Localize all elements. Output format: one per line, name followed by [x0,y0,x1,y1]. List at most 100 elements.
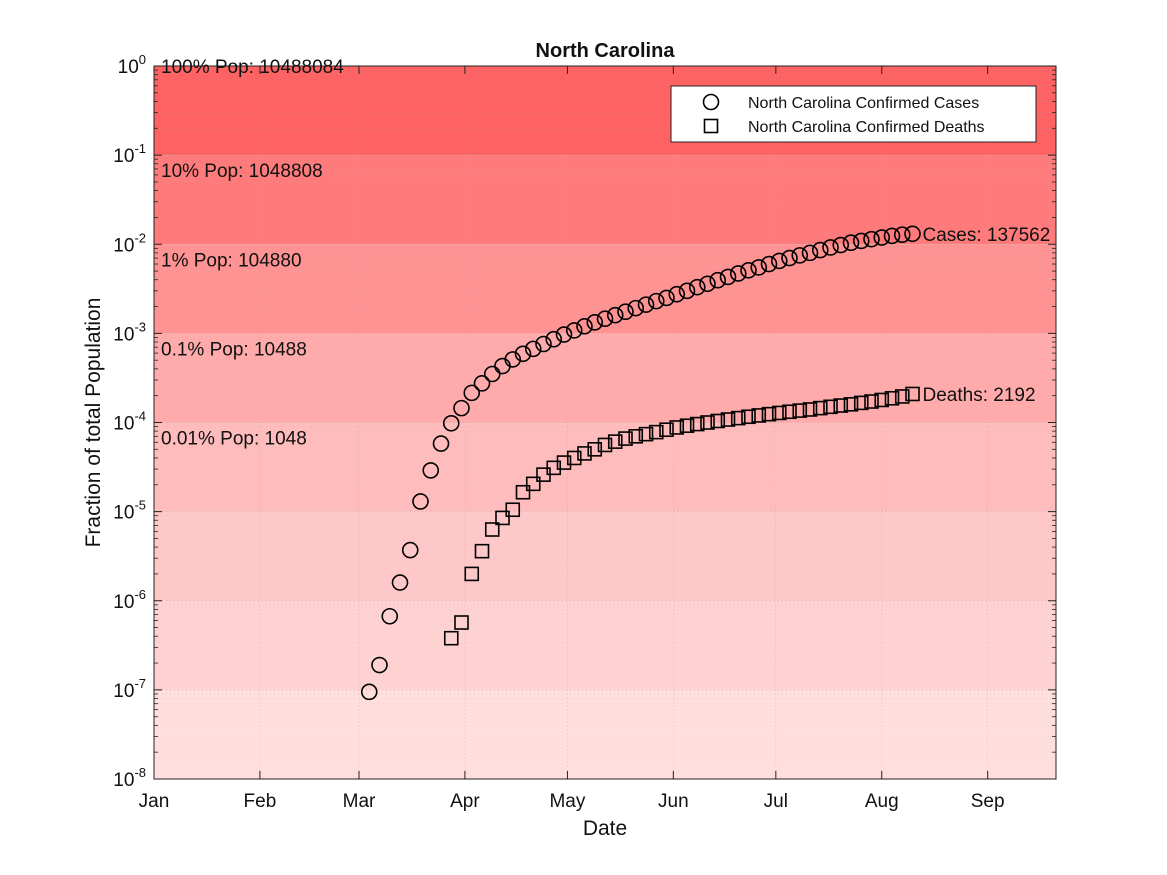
death-marker [628,429,644,444]
death-marker [546,460,562,476]
case-marker [391,574,409,591]
y-tick-label: 100 [118,52,146,78]
death-marker [464,566,480,582]
legend-box [670,85,1037,143]
death-marker [833,398,849,413]
death-marker [741,409,756,425]
case-marker [863,230,880,248]
death-marker [843,397,859,412]
case-marker [832,236,850,254]
case-marker [442,414,460,432]
legend-entry-deaths: North Carolina Confirmed Deaths [748,119,985,136]
series-markers [360,225,921,701]
y-axis-label: Fraction of total Population [82,298,105,548]
y-tick-label: 10-7 [113,676,146,702]
case-marker [617,303,634,321]
x-tick-label: Aug [865,791,899,812]
y-tick-label: 10-1 [113,141,146,167]
band-label: 1% Pop: 104880 [161,250,302,271]
case-marker [627,299,645,317]
death-marker [454,615,469,630]
death-marker [761,406,777,422]
case-marker [740,262,757,279]
case-marker [555,326,573,343]
legend: North Carolina Confirmed Cases North Car… [670,85,1037,143]
death-marker [556,455,572,470]
death-marker [577,446,592,461]
x-tick-label: Mar [343,791,376,812]
case-marker [504,351,522,368]
case-marker [535,335,552,353]
y-tick-label: 10-5 [113,498,146,524]
death-marker [474,543,490,559]
case-marker [699,275,716,293]
case-marker [545,330,563,348]
death-marker [751,408,767,423]
death-marker [587,442,603,457]
case-marker [852,232,870,250]
case-marker [811,241,829,259]
death-marker [597,437,613,453]
y-tick-label: 10-4 [113,409,146,435]
case-marker [586,314,604,331]
case-marker [709,271,727,289]
case-marker [422,462,440,479]
case-marker [637,296,655,313]
case-marker [770,252,788,270]
death-marker [566,450,582,466]
axis-ticks: Jan Feb Mar Apr May Jun Jul Aug Sep 10-8 10-7 10-6 1… [113,52,1056,812]
band-labels: 100% Pop: 10488084 10% Pop: 1048808 1% Pop… [161,57,344,450]
case-marker [371,656,388,674]
case-marker [904,225,921,243]
case-marker [668,285,686,303]
population-band [154,511,1056,601]
population-band [154,600,1056,690]
case-marker [822,239,839,256]
death-marker [792,403,808,418]
y-tick-label: 10-6 [113,587,146,613]
death-marker [679,418,695,434]
case-marker [801,244,819,262]
x-tick-label: Feb [244,791,277,812]
case-marker [473,375,491,392]
case-marker [873,229,891,246]
case-marker [565,322,583,339]
death-marker [864,394,879,409]
legend-marker-deaths [703,118,719,134]
case-marker [412,493,429,510]
band-label: 100% Pop: 10488084 [161,57,344,78]
case-marker [401,541,419,559]
death-marker [884,390,900,406]
population-band [154,333,1056,423]
case-marker [360,683,378,701]
case-marker [678,282,696,300]
population-bands [154,66,1056,779]
case-marker [760,255,778,273]
population-band [154,422,1056,512]
death-marker [771,405,787,421]
death-marker [720,412,736,427]
x-tick-label: May [549,791,585,812]
series-end-labels: Cases: 137562 Deaths: 2192 [923,225,1051,406]
x-tick-label: Apr [450,791,480,812]
case-marker [781,249,798,267]
death-marker [505,502,521,518]
deaths-series [443,386,920,646]
death-marker [823,399,838,415]
death-marker [443,630,459,646]
death-marker [669,420,685,435]
case-marker [576,318,593,335]
death-marker [853,395,869,411]
case-marker [647,292,665,310]
deaths-end-label: Deaths: 2192 [923,385,1036,406]
population-band [154,689,1056,779]
death-marker [730,410,746,426]
death-marker [782,404,797,420]
death-marker [802,402,818,417]
y-tick-label: 10-2 [113,230,146,256]
death-marker [495,510,510,526]
case-marker [729,265,747,282]
chart-title: North Carolina [536,40,676,62]
band-label: 10% Pop: 1048808 [161,161,323,182]
